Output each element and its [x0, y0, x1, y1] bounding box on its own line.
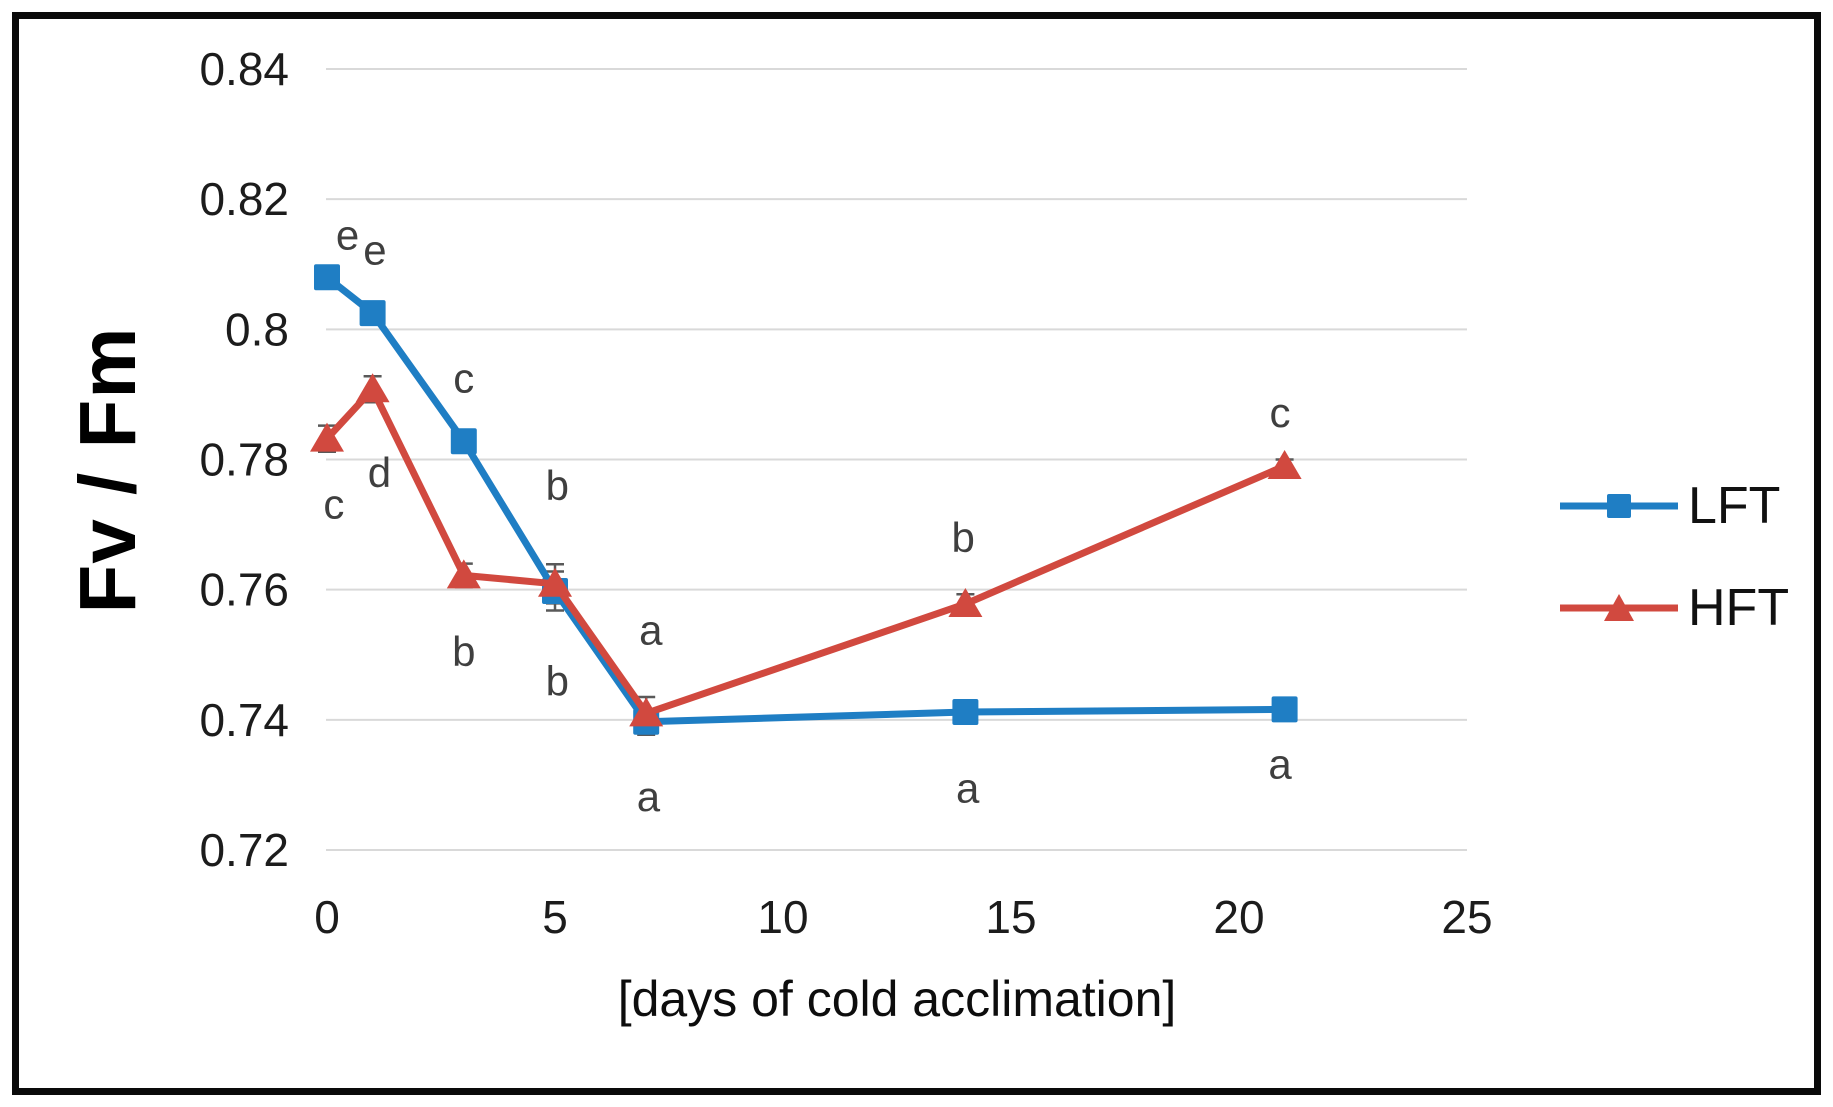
x-tick-label: 0 [314, 891, 340, 943]
x-tick-label: 5 [542, 891, 568, 943]
figure-frame [12, 12, 1821, 1095]
hft-triangle-marker [355, 373, 390, 403]
sig-letter-hft: a [639, 607, 663, 654]
hft-triangle-marker [629, 697, 664, 727]
x-tick-label: 25 [1441, 891, 1492, 943]
x-tick-label: 20 [1213, 891, 1264, 943]
legend-item-hft: HFT [1560, 582, 1789, 634]
legend-label-hft: HFT [1688, 579, 1790, 637]
y-tick-label: 0.82 [199, 173, 289, 225]
y-tick-label: 0.8 [225, 303, 289, 355]
sig-letter-hft: b [546, 657, 569, 704]
hft-triangle-marker [1267, 450, 1302, 480]
lft-square-marker [450, 428, 477, 455]
lft-square-marker [314, 264, 340, 291]
sig-letter-hft: b [951, 514, 974, 561]
legend-label-lft: LFT [1688, 477, 1781, 535]
y-tick-label: 0.74 [199, 694, 289, 746]
lft-square-marker [952, 699, 979, 726]
y-tick-label: 0.78 [199, 434, 289, 486]
legend: LFT HFT [1560, 480, 1789, 634]
hft-triangle-marker [948, 587, 983, 617]
legend-item-lft: LFT [1560, 480, 1789, 532]
series-hft [310, 373, 1302, 727]
sig-letter-hft: c [1270, 389, 1291, 436]
y-tick-label: 0.72 [199, 824, 289, 876]
gridlines-and-y-ticks: 0.84 0.82 0.8 0.78 0.76 0.74 0.72 [199, 43, 1467, 876]
sig-letter-lft: e [336, 211, 359, 258]
hft-triangle-marker [538, 567, 572, 597]
sig-letter-lft: a [1268, 741, 1292, 788]
hft-triangle-marker [446, 559, 481, 589]
sig-letter-lft: a [637, 773, 661, 820]
y-axis-title: Fv / Fm [63, 326, 152, 614]
sig-letter-lft: a [956, 765, 980, 812]
sig-letter-lft: e [363, 226, 386, 273]
hft-triangle-marker [310, 422, 344, 452]
y-tick-label: 0.76 [199, 564, 289, 616]
hft-line-triangle-marker-icon [1560, 594, 1678, 621]
x-tick-label: 15 [985, 891, 1036, 943]
x-tick-label: 10 [757, 891, 808, 943]
sig-letter-hft: d [368, 449, 391, 496]
sig-letter-lft: b [546, 462, 569, 509]
sig-letter-hft: b [452, 628, 475, 675]
lft-square-marker [359, 300, 386, 327]
x-ticks: 0 5 10 15 20 25 [314, 891, 1492, 943]
lft-line-square-marker-icon [1560, 494, 1678, 518]
sig-letter-hft: c [323, 480, 344, 527]
lft-square-marker [1271, 696, 1298, 723]
x-axis-title: [days of cold acclimation] [617, 971, 1177, 1027]
sig-letter-lft: c [453, 355, 474, 402]
y-tick-label: 0.84 [199, 43, 289, 95]
